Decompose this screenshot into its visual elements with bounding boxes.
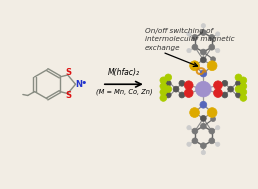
Text: •: •: [80, 78, 87, 88]
Circle shape: [187, 32, 191, 36]
Circle shape: [179, 92, 185, 98]
Circle shape: [165, 92, 171, 98]
Text: S: S: [65, 68, 71, 77]
Circle shape: [187, 125, 191, 130]
Circle shape: [187, 48, 191, 53]
Text: M(hfac)₂: M(hfac)₂: [108, 68, 140, 77]
Circle shape: [165, 86, 172, 93]
Circle shape: [200, 123, 206, 129]
Circle shape: [216, 32, 220, 36]
Circle shape: [201, 24, 205, 28]
Circle shape: [160, 89, 167, 95]
Circle shape: [160, 83, 167, 90]
Circle shape: [209, 35, 215, 40]
Circle shape: [165, 74, 172, 81]
Circle shape: [240, 89, 247, 95]
Circle shape: [235, 74, 242, 81]
Circle shape: [200, 57, 206, 63]
Circle shape: [214, 81, 222, 90]
Circle shape: [201, 117, 205, 122]
Text: On/off switching of: On/off switching of: [145, 28, 213, 34]
Circle shape: [187, 142, 191, 146]
Circle shape: [207, 61, 217, 71]
Circle shape: [165, 80, 171, 86]
Text: intermolecular magnetic: intermolecular magnetic: [145, 36, 235, 43]
Circle shape: [200, 115, 206, 121]
Circle shape: [192, 138, 198, 144]
Circle shape: [216, 125, 220, 130]
Text: N: N: [75, 80, 83, 89]
Text: (M = Mn, Co, Zn): (M = Mn, Co, Zn): [95, 88, 152, 95]
Circle shape: [201, 57, 205, 61]
Circle shape: [173, 86, 179, 92]
Circle shape: [240, 94, 247, 101]
Circle shape: [222, 92, 228, 98]
Circle shape: [236, 92, 241, 98]
Circle shape: [190, 108, 199, 117]
Circle shape: [222, 80, 228, 86]
Circle shape: [211, 57, 215, 62]
Circle shape: [201, 150, 205, 155]
Circle shape: [160, 77, 167, 84]
Circle shape: [216, 48, 220, 53]
Circle shape: [240, 77, 247, 84]
Circle shape: [192, 128, 198, 134]
Circle shape: [179, 80, 185, 86]
Circle shape: [235, 86, 242, 93]
Circle shape: [184, 89, 193, 97]
Circle shape: [209, 128, 215, 134]
Text: S: S: [65, 91, 71, 101]
Circle shape: [211, 117, 215, 122]
Circle shape: [192, 44, 198, 50]
Circle shape: [236, 80, 241, 86]
Circle shape: [200, 49, 206, 55]
Circle shape: [190, 61, 199, 71]
Circle shape: [209, 138, 215, 144]
Circle shape: [160, 94, 167, 101]
Text: exchange: exchange: [145, 45, 180, 51]
Circle shape: [184, 81, 193, 90]
Circle shape: [216, 142, 220, 146]
Circle shape: [200, 70, 207, 77]
Circle shape: [196, 81, 211, 97]
Circle shape: [200, 30, 206, 36]
Circle shape: [240, 83, 247, 90]
Circle shape: [214, 89, 222, 97]
Circle shape: [209, 44, 215, 50]
Circle shape: [207, 108, 217, 117]
Circle shape: [228, 86, 233, 92]
Circle shape: [200, 101, 207, 108]
Circle shape: [192, 35, 198, 40]
Circle shape: [200, 143, 206, 149]
